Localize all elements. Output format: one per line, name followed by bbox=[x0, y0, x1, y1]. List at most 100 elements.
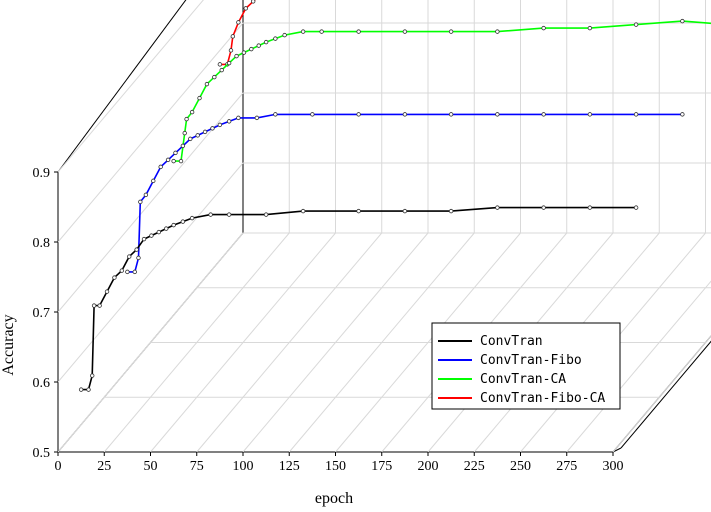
x-tick-label: 225 bbox=[464, 459, 485, 474]
data-point bbox=[356, 29, 361, 34]
data-point bbox=[132, 269, 137, 275]
data-point bbox=[300, 29, 306, 34]
floor-edge-front bbox=[612, 447, 622, 453]
x-tick-label: 0 bbox=[55, 459, 62, 474]
data-point bbox=[273, 36, 278, 41]
series-convtran-fibo-ca bbox=[217, 0, 256, 67]
data-point bbox=[319, 29, 324, 34]
data-point bbox=[180, 143, 186, 149]
data-point bbox=[165, 157, 171, 163]
legend-label: ConvTran bbox=[480, 334, 543, 349]
series-line bbox=[219, 0, 256, 66]
data-point bbox=[125, 269, 130, 275]
data-point bbox=[633, 205, 639, 210]
x-tick-label: 300 bbox=[603, 459, 624, 474]
data-point bbox=[241, 50, 247, 55]
x-tick-label: 200 bbox=[418, 459, 439, 474]
data-point bbox=[208, 212, 213, 217]
legend-label: ConvTran-CA bbox=[480, 372, 566, 387]
data-point bbox=[182, 130, 187, 136]
series-line bbox=[173, 20, 711, 162]
x-tick-label: 125 bbox=[279, 459, 300, 474]
data-point bbox=[180, 219, 186, 224]
data-point bbox=[86, 387, 91, 392]
data-point bbox=[188, 136, 193, 142]
data-point bbox=[226, 212, 232, 217]
data-point bbox=[495, 205, 500, 210]
data-point bbox=[633, 22, 639, 27]
data-point bbox=[256, 43, 261, 48]
data-point bbox=[151, 178, 156, 184]
x-tick-label: 275 bbox=[556, 459, 577, 474]
data-point bbox=[587, 205, 593, 210]
data-point bbox=[633, 112, 639, 117]
data-point bbox=[448, 29, 454, 34]
data-point bbox=[402, 29, 408, 34]
x-tick-label: 50 bbox=[144, 459, 158, 474]
x-axis-title: epoch bbox=[315, 490, 353, 507]
legend-label: ConvTran-Fibo-CA bbox=[480, 391, 605, 406]
data-point bbox=[184, 116, 189, 122]
x-tick-label: 250 bbox=[510, 459, 531, 474]
data-point bbox=[149, 233, 154, 238]
y-tick-label: 0.8 bbox=[33, 236, 51, 251]
data-point bbox=[138, 199, 143, 205]
data-point bbox=[230, 34, 236, 39]
data-point bbox=[127, 254, 132, 259]
data-point bbox=[171, 222, 176, 228]
data-point bbox=[243, 6, 248, 11]
data-point bbox=[178, 158, 184, 164]
data-point bbox=[90, 373, 95, 378]
chart-grid bbox=[57, 0, 711, 453]
left-wall-grid-line bbox=[57, 162, 244, 383]
data-point bbox=[300, 208, 306, 214]
data-point bbox=[541, 112, 546, 117]
chart-series-group bbox=[78, 0, 711, 392]
x-tick-label: 100 bbox=[233, 459, 254, 474]
left-wall-top-edge bbox=[57, 0, 187, 173]
data-point bbox=[158, 164, 163, 170]
data-point bbox=[402, 208, 408, 214]
data-point bbox=[119, 268, 125, 273]
data-point bbox=[164, 226, 169, 231]
data-point bbox=[202, 129, 208, 135]
data-point bbox=[263, 39, 269, 45]
x-tick-label: 175 bbox=[371, 459, 392, 474]
data-point bbox=[210, 126, 215, 131]
x-tick-label: 150 bbox=[325, 459, 346, 474]
data-point bbox=[91, 303, 97, 308]
data-point bbox=[310, 112, 315, 117]
data-point bbox=[254, 115, 260, 121]
data-point bbox=[189, 109, 195, 115]
y-tick-label: 0.6 bbox=[33, 376, 51, 391]
legend-label: ConvTran-Fibo bbox=[480, 353, 582, 368]
data-point bbox=[587, 25, 593, 31]
data-point bbox=[448, 112, 454, 117]
y-tick-label: 0.9 bbox=[33, 166, 51, 181]
left-wall-grid-line bbox=[57, 92, 244, 313]
data-point bbox=[282, 32, 287, 38]
data-point bbox=[143, 192, 149, 198]
data-point bbox=[680, 18, 685, 24]
data-point bbox=[226, 119, 232, 124]
data-point bbox=[78, 387, 84, 392]
data-point bbox=[141, 236, 147, 242]
data-point bbox=[236, 20, 241, 25]
data-point bbox=[156, 229, 162, 235]
data-point bbox=[236, 115, 241, 121]
legend-box bbox=[431, 322, 621, 410]
data-point bbox=[226, 60, 232, 66]
y-tick-label: 0.7 bbox=[33, 306, 51, 321]
data-point bbox=[680, 112, 685, 117]
series-convtran-ca bbox=[171, 18, 711, 164]
data-point bbox=[136, 255, 141, 261]
data-point bbox=[173, 150, 178, 156]
data-point bbox=[204, 81, 210, 87]
left-wall-grid-line bbox=[57, 22, 244, 243]
data-point bbox=[195, 133, 200, 138]
y-axis-title: Accuracy bbox=[0, 314, 17, 375]
data-point bbox=[495, 112, 500, 117]
data-point bbox=[112, 275, 117, 280]
data-point bbox=[217, 122, 223, 128]
